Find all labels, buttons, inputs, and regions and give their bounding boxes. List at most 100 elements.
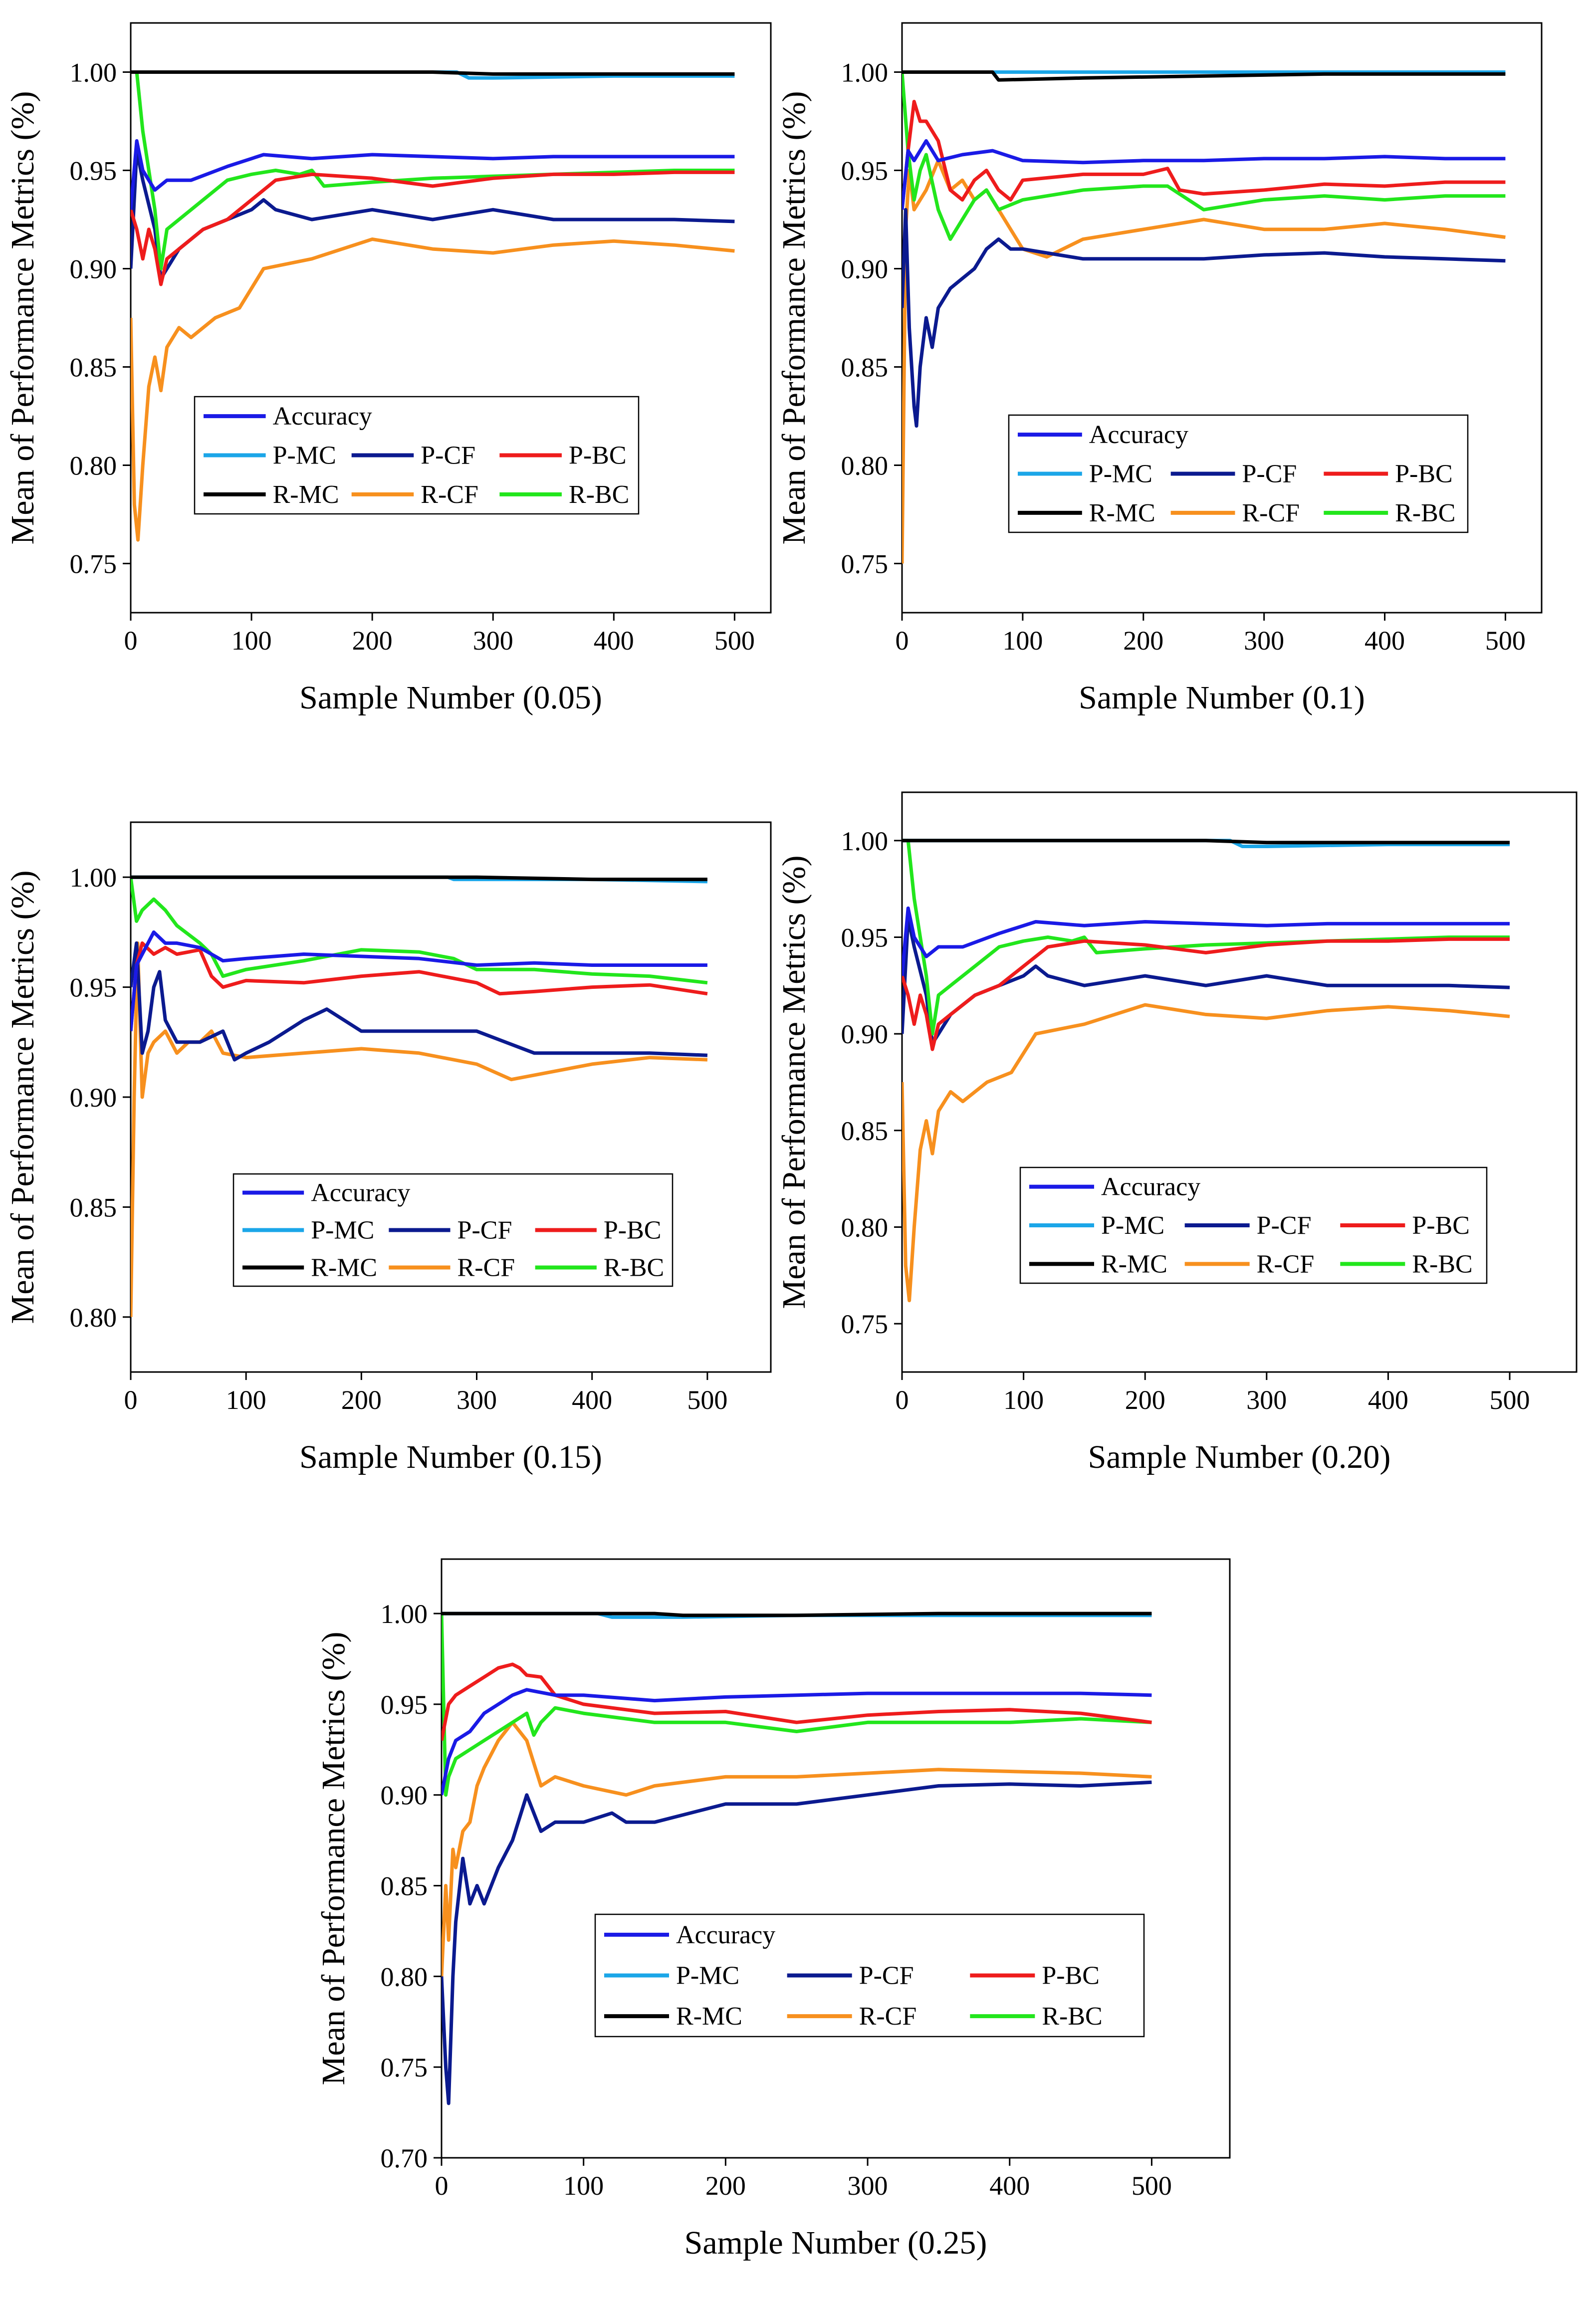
series-line-accuracy [131, 930, 707, 1032]
series-line-accuracy [902, 906, 1510, 976]
x-tick-label: 500 [1485, 626, 1526, 656]
y-tick-label: 0.95 [841, 923, 889, 953]
legend-label-accuracy: Accuracy [273, 402, 372, 431]
x-tick-label: 400 [989, 2171, 1030, 2201]
legend-label-p-mc: P-MC [1089, 460, 1152, 488]
y-tick-label: 0.80 [70, 451, 117, 481]
chart-panel-4: 0 100 200 300 400 500 0.75 0.80 0.85 0.90 0.95 1.00… [776, 791, 1578, 1475]
legend-label-p-cf: P-CF [421, 442, 475, 470]
x-tick-label: 300 [848, 2171, 888, 2201]
series-line-p-bc [902, 937, 1510, 1051]
x-axis-label: Sample Number (0.1) [1079, 680, 1365, 716]
y-tick-label: 0.95 [841, 156, 889, 186]
x-tick-label: 0 [435, 2171, 449, 2201]
legend-label-r-bc: R-BC [569, 480, 629, 509]
series-group [902, 839, 1510, 1303]
series-line-p-bc [131, 941, 708, 1032]
y-tick-label: 1.00 [70, 863, 117, 893]
x-tick-label: 0 [896, 1385, 909, 1415]
legend-label-accuracy: Accuracy [1101, 1173, 1200, 1201]
y-tick-label: 0.80 [70, 1303, 117, 1333]
legend-label-r-bc: R-BC [1042, 2002, 1102, 2031]
x-tick-label: 400 [594, 626, 634, 656]
series-line-r-mc [131, 70, 735, 76]
series-line-r-cf [902, 159, 1506, 564]
legend-label-p-mc: P-MC [311, 1216, 374, 1245]
legend-label-r-mc: R-MC [1101, 1250, 1167, 1278]
legend-label-r-mc: R-MC [676, 2002, 742, 2031]
y-tick-label: 0.75 [381, 2053, 428, 2082]
series-line-p-cf [902, 916, 1510, 1045]
series-line-r-mc [902, 839, 1510, 845]
legend-label-r-bc: R-BC [1412, 1250, 1472, 1278]
series-group [902, 70, 1506, 564]
legend-label-accuracy: Accuracy [1089, 421, 1188, 449]
series-line-r-bc [442, 1613, 1152, 1797]
y-tick-label: 1.00 [70, 58, 117, 88]
series-line-p-cf [131, 941, 708, 1062]
y-tick-label: 0.90 [70, 254, 117, 284]
series-line-r-bc [902, 72, 1506, 241]
y-axis-label: Mean of Performance Metrics (%) [4, 91, 41, 545]
x-tick-label: 300 [456, 1385, 497, 1415]
series-line-r-mc [131, 875, 707, 882]
legend-box [594, 1913, 1145, 2038]
y-axis-label: Mean of Performance Metrics (%) [4, 871, 41, 1324]
x-tick-label: 300 [473, 626, 513, 656]
legend-label-p-mc: P-MC [273, 442, 336, 470]
legend-box [194, 396, 640, 515]
legend-label-r-cf: R-CF [1242, 499, 1300, 527]
legend: Accuracy P-MC P-CF P-BC R-MC R-CF R-BC [232, 1173, 674, 1287]
y-tick-label: 0.90 [70, 1083, 117, 1113]
y-tick-label: 0.85 [70, 1192, 117, 1222]
series-line-p-cf [442, 1780, 1152, 2105]
series-line-p-bc [442, 1662, 1152, 1741]
x-tick-label: 500 [1490, 1385, 1530, 1415]
y-tick-label: 0.85 [70, 353, 117, 383]
series-line-accuracy [131, 139, 735, 210]
y-tick-label: 0.75 [841, 1309, 889, 1339]
legend-label-p-bc: P-BC [1395, 460, 1453, 488]
x-tick-label: 100 [1003, 1385, 1044, 1415]
legend-label-accuracy: Accuracy [676, 1921, 775, 1949]
series-line-accuracy [902, 139, 1506, 210]
y-tick-label: 0.85 [381, 1871, 428, 1901]
legend-label-r-mc: R-MC [311, 1254, 377, 1282]
legend-box [232, 1173, 674, 1287]
y-tick-label: 0.95 [70, 156, 117, 186]
x-axis-label: Sample Number (0.15) [299, 1439, 602, 1475]
legend-label-r-mc: R-MC [273, 480, 339, 509]
legend-label-r-bc: R-BC [604, 1254, 664, 1282]
y-axis-label: Mean of Performance Metrics (%) [776, 856, 812, 1309]
plot-frame [901, 22, 1543, 614]
legend-label-r-cf: R-CF [859, 2002, 917, 2031]
y-axis-label: Mean of Performance Metrics (%) [315, 1632, 352, 2085]
chart-panel-3: 0 100 200 300 400 500 0.80 0.85 0.90 0.95 1.00 Samp… [4, 821, 772, 1475]
x-tick-label: 0 [896, 626, 909, 656]
legend-label-p-bc: P-BC [1042, 1962, 1100, 1990]
y-tick-label: 1.00 [381, 1599, 428, 1629]
x-tick-label: 400 [572, 1385, 612, 1415]
legend-label-p-cf: P-CF [859, 1962, 914, 1990]
plot-frame [441, 1558, 1231, 2159]
x-tick-label: 0 [124, 1385, 138, 1415]
y-tick-label: 0.85 [841, 1116, 889, 1146]
legend: Accuracy P-MC P-CF P-BC R-MC R-CF R-BC [1019, 1166, 1488, 1284]
legend-label-accuracy: Accuracy [311, 1179, 410, 1207]
y-tick-label: 0.85 [841, 353, 889, 383]
y-tick-label: 0.75 [70, 549, 117, 579]
series-line-accuracy [442, 1688, 1152, 1796]
legend-label-p-mc: P-MC [1101, 1211, 1164, 1240]
x-tick-label: 200 [705, 2171, 746, 2201]
x-tick-label: 400 [1365, 626, 1405, 656]
legend-label-p-bc: P-BC [1412, 1211, 1470, 1240]
series-line-r-mc [442, 1611, 1152, 1617]
y-tick-label: 0.80 [841, 1213, 889, 1243]
y-tick-label: 0.80 [841, 451, 889, 481]
series-group [131, 70, 735, 542]
y-tick-label: 0.70 [381, 2143, 428, 2173]
x-tick-label: 500 [714, 626, 755, 656]
legend-label-p-cf: P-CF [457, 1216, 512, 1245]
x-tick-label: 300 [1246, 1385, 1287, 1415]
legend: Accuracy P-MC P-CF P-BC R-MC R-CF R-BC [1008, 414, 1469, 533]
